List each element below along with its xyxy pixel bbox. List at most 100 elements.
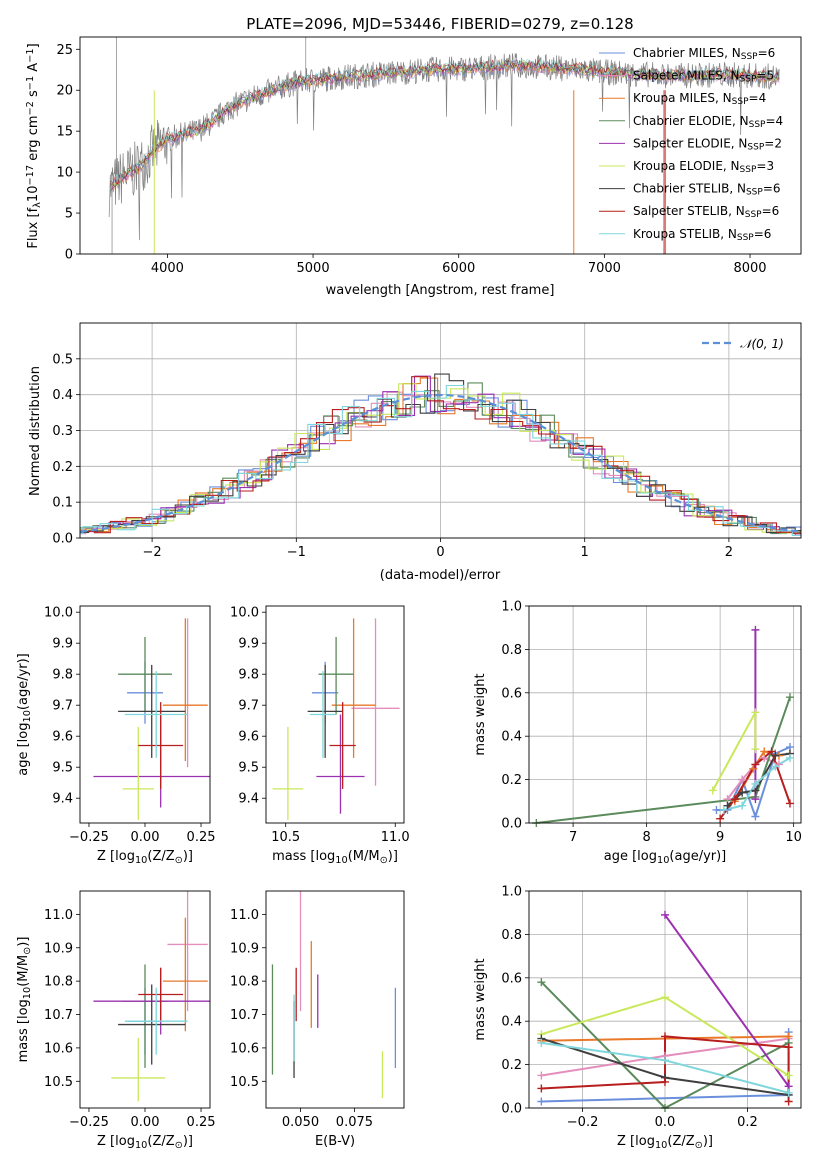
- y-tick-label: 0.4: [501, 1015, 522, 1030]
- text-span: SSP: [740, 165, 757, 175]
- text-span: 10: [135, 855, 147, 866]
- y-tick-label: 0.8: [501, 643, 522, 658]
- residual-panel: −2 −1 0 1 2 0.0 0.1 0.2 0.3 0.4 0.5 (data-model)/er…: [28, 322, 802, 583]
- x-tick-label: 4000: [151, 261, 184, 276]
- series-line: [664, 914, 790, 1087]
- x-tick-label: 6000: [442, 261, 475, 276]
- x-axis-label: Z [log10(Z/Z⊙)]: [97, 849, 193, 866]
- text-span: 10: [655, 1140, 667, 1151]
- histogram-step-line: [80, 373, 801, 534]
- x-axis-label: age [log10(age/yr)]: [604, 849, 727, 866]
- plot-area: [536, 629, 791, 823]
- age-vs-mass-panel: 10.5 11.0 9.4 9.5 9.6 9.7 9.8 9.9 10.0 mass [log1…: [230, 605, 410, 866]
- mass-weight-vs-metallicity-panel: −0.2 0.0 0.2 0.0 0.2 0.4 0.6 0.8 1.0 Z [log10(Z/Z…: [473, 885, 802, 1151]
- x-tick-label: 0.00: [131, 1115, 160, 1130]
- x-tick-label: 0.25: [187, 1115, 216, 1130]
- y-tick-label: 10.7: [44, 1008, 73, 1023]
- y-tick-label: 0.4: [52, 388, 73, 403]
- series-line: [540, 981, 790, 1108]
- data-point-marker: [537, 1071, 546, 1080]
- plot-area: [271, 891, 397, 1098]
- data-point-marker: [661, 910, 669, 919]
- y-tick-label: 0.6: [501, 686, 522, 701]
- y-tick-label: 0.4: [501, 730, 522, 745]
- data-point-marker: [771, 762, 780, 771]
- data-point-marker: [751, 745, 760, 754]
- axes-frame: [528, 890, 802, 1109]
- y-tick-label: 5: [65, 207, 73, 222]
- text-span: SSP: [741, 52, 758, 62]
- data-point-marker: [738, 801, 747, 810]
- x-tick-label: 0.25: [187, 830, 216, 845]
- y-tick-label: 9.8: [238, 668, 259, 683]
- y-tick-label: 9.7: [52, 699, 73, 714]
- mass-vs-metallicity-panel: −0.25 0.00 0.25 10.5 10.6 10.7 10.8 10.9 11.0 Z […: [16, 890, 216, 1151]
- legend-label: Chabrier MILES, NSSP=6: [633, 46, 775, 62]
- axes-frame: [265, 605, 405, 824]
- data-point-marker: [784, 1071, 793, 1080]
- legend-label: Salpeter MILES, NSSP=5: [633, 69, 774, 85]
- data-point-marker: [661, 1077, 669, 1086]
- data-point-marker: [751, 779, 760, 788]
- legend-label: Kroupa ELODIE, NSSP=3: [633, 159, 774, 175]
- y-axis-label: mass weight: [473, 958, 488, 1040]
- plot-area: [93, 891, 210, 1102]
- y-tick-label: 0: [65, 248, 73, 263]
- text-span: −17: [25, 165, 36, 186]
- y-tick-label: 0.0: [52, 532, 73, 547]
- y-axis-label: Flux [fλ10−17 erg cm−2 s−1 A−1]: [25, 43, 43, 248]
- y-tick-label: 10.7: [230, 1008, 259, 1023]
- model-spectrum-line: [110, 58, 780, 190]
- y-tick-label: 10.8: [44, 975, 73, 990]
- y-tick-label: 9.4: [52, 792, 73, 807]
- legend-label: Chabrier STELIB, NSSP=6: [633, 182, 781, 198]
- x-tick-label: 7000: [588, 261, 621, 276]
- text-span: 10: [657, 855, 669, 866]
- chart-title: PLATE=2096, MJD=53446, FIBERID=0279, z=0…: [246, 15, 633, 33]
- data-point-marker: [730, 795, 739, 804]
- y-tick-label: 0.5: [52, 352, 73, 367]
- y-tick-label: 0.0: [501, 817, 522, 832]
- y-tick-label: 9.6: [52, 730, 73, 745]
- y-tick-label: 15: [56, 125, 73, 140]
- y-tick-label: 0.1: [52, 496, 73, 511]
- data-point-marker: [784, 1043, 793, 1052]
- y-tick-label: 10.6: [230, 1041, 259, 1056]
- y-tick-label: 10.5: [230, 1075, 259, 1090]
- data-point-marker: [537, 1038, 546, 1047]
- y-tick-label: 9.4: [238, 792, 259, 807]
- x-tick-label: −0.2: [567, 1115, 599, 1130]
- plot-area: [272, 618, 400, 820]
- y-tick-label: 0.2: [501, 1058, 522, 1073]
- y-tick-label: 20: [56, 84, 73, 99]
- y-tick-label: 0.2: [52, 460, 73, 475]
- data-point-marker: [751, 625, 760, 634]
- x-tick-label: 0.0: [655, 1115, 676, 1130]
- y-tick-label: 0.6: [501, 971, 522, 986]
- mass-weight-vs-age-panel: 7 8 9 10 0.0 0.2 0.4 0.6 0.8 1.0 age [log10(age/yr…: [473, 600, 802, 866]
- x-tick-label: 0.2: [737, 1115, 758, 1130]
- y-tick-label: 9.5: [52, 761, 73, 776]
- axes-frame: [528, 605, 802, 824]
- y-tick-label: 9.7: [238, 699, 259, 714]
- x-axis-label: (data-model)/error: [380, 568, 501, 583]
- x-axis-label: wavelength [Angstrom, rest frame]: [326, 283, 555, 298]
- model-spectrum-line: [110, 59, 780, 187]
- plot-area: [108, 37, 780, 254]
- axes-frame: [265, 890, 405, 1109]
- axes-frame: [79, 890, 211, 1109]
- data-point-marker: [785, 693, 794, 702]
- y-tick-label: 9.8: [52, 668, 73, 683]
- text-span: ⊙: [22, 947, 33, 955]
- spectrum-panel: 4000 5000 6000 7000 8000 0 5 10 15 20 25 PLATE=2096…: [25, 15, 802, 298]
- data-point-marker: [537, 978, 546, 987]
- x-tick-label: 10: [785, 830, 802, 845]
- age-vs-metallicity-panel: −0.25 0.00 0.25 9.4 9.5 9.6 9.7 9.8 9.9 10.0 Z [lo…: [16, 605, 216, 866]
- text-span: SSP: [745, 210, 762, 220]
- y-tick-label: 10.9: [44, 941, 73, 956]
- mass-vs-extinction-panel: 0.050 0.075 10.5 10.6 10.7 10.8 10.9 11.0 E(B-V): [230, 890, 405, 1149]
- x-tick-label: 10.5: [271, 830, 300, 845]
- y-tick-label: 10.5: [44, 1075, 73, 1090]
- text-span: SSP: [737, 233, 754, 243]
